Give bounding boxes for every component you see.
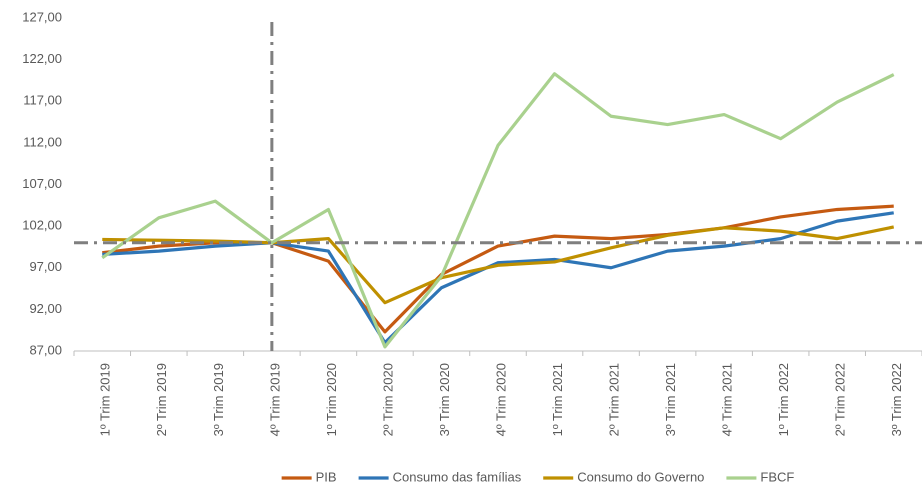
x-tick-label: 4º Trim 2021 xyxy=(720,363,735,436)
legend-item: Consumo das famílias xyxy=(358,469,522,484)
legend-label: PIB xyxy=(316,469,337,484)
y-tick-label: 122,00 xyxy=(22,51,62,66)
x-tick-label: 2º Trim 2020 xyxy=(380,363,395,436)
y-tick-label: 97,00 xyxy=(29,259,62,274)
legend-item: Consumo do Governo xyxy=(543,469,704,484)
y-tick-label: 102,00 xyxy=(22,218,62,233)
y-tick-label: 107,00 xyxy=(22,176,62,191)
series-line xyxy=(102,225,895,305)
x-tick-label: 1º Trim 2021 xyxy=(550,363,565,436)
x-tick-label: 4º Trim 2020 xyxy=(493,363,508,436)
x-tick-label: 4º Trim 2019 xyxy=(267,363,282,436)
y-tick-label: 117,00 xyxy=(23,93,62,108)
x-tick-label: 2º Trim 2022 xyxy=(833,363,848,436)
series-line xyxy=(101,72,895,349)
legend-item: PIB xyxy=(281,469,337,484)
x-tick-label: 3º Trim 2022 xyxy=(889,363,904,436)
x-tick-label: 2º Trim 2021 xyxy=(607,363,622,436)
y-tick-label: 92,00 xyxy=(29,301,62,316)
legend-label: Consumo do Governo xyxy=(577,469,704,484)
y-tick-label: 87,00 xyxy=(29,342,62,357)
x-tick-label: 1º Trim 2019 xyxy=(98,363,113,436)
x-tick-label: 2º Trim 2019 xyxy=(154,363,169,436)
legend-label: Consumo das famílias xyxy=(393,469,522,484)
legend: PIB Consumo das famílias Consumo do Govern… xyxy=(281,469,794,484)
series-line xyxy=(102,204,894,334)
x-tick-label: 3º Trim 2020 xyxy=(437,363,452,436)
x-tick-label: 1º Trim 2020 xyxy=(324,363,339,436)
x-tick-label: 3º Trim 2019 xyxy=(211,363,226,436)
y-tick-label: 127,00 xyxy=(22,9,62,24)
legend-label: FBCF xyxy=(760,469,794,484)
y-tick-label: 112,00 xyxy=(23,134,62,149)
x-tick-label: 3º Trim 2021 xyxy=(663,363,678,436)
legend-item: FBCF xyxy=(726,469,794,484)
series-line xyxy=(102,211,894,345)
x-tick-label: 1º Trim 2022 xyxy=(776,363,791,436)
